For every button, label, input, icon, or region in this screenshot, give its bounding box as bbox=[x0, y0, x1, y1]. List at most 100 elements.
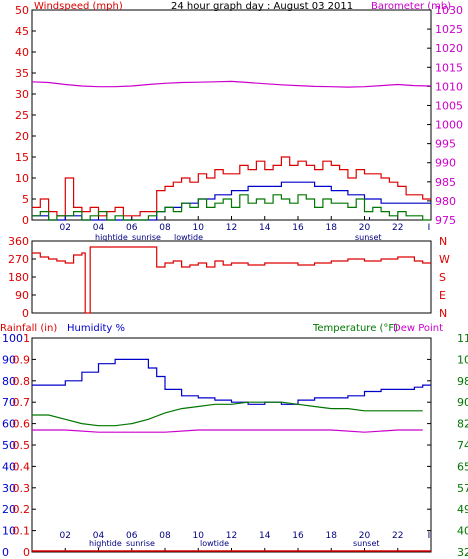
lowtide-label-lower: lowtide bbox=[200, 539, 229, 548]
dir-ytick-label-270: 270 bbox=[8, 253, 29, 266]
rain-ytick-label-4: 0.4 bbox=[13, 460, 31, 473]
sunset-label-lower: sunset bbox=[353, 539, 380, 548]
wind-xtick-label-08: 08 bbox=[159, 223, 171, 233]
temp-xtick-label-12: 12 bbox=[226, 531, 237, 541]
wind-xtick-label-04: 04 bbox=[93, 223, 105, 233]
baro-ytick-label-995: 995 bbox=[435, 138, 456, 151]
series-dewpoint-line bbox=[32, 429, 423, 433]
temp-ytick-label-98: 98 bbox=[457, 375, 468, 388]
rain-ytick-label-5: 0.5 bbox=[13, 439, 31, 452]
sunrise-label: sunrise bbox=[132, 233, 161, 242]
dir-ytick-label-0: 0 bbox=[22, 307, 29, 320]
hum-ytick-label-70: 70 bbox=[2, 396, 16, 409]
temp-ytick-label-74: 74 bbox=[457, 439, 468, 452]
rain-ytick-label-6: 0.6 bbox=[13, 418, 31, 431]
chart-title: 24 hour graph day : August 03 2011 bbox=[171, 1, 353, 12]
temp-ytick-label-107: 107 bbox=[457, 353, 468, 366]
baro-ytick-label-1005: 1005 bbox=[435, 99, 463, 112]
wind-xtick-label-22: 22 bbox=[392, 223, 403, 233]
hum-ytick-label-40: 40 bbox=[2, 460, 16, 473]
dir-ytick-label-180: 180 bbox=[8, 271, 29, 284]
wind-ytick-label-40: 40 bbox=[15, 46, 29, 59]
temp-ytick-label-57: 57 bbox=[457, 482, 468, 495]
temp-xtick-label-04: 04 bbox=[93, 531, 105, 541]
temp-ytick-label-65: 65 bbox=[457, 460, 468, 473]
temp-ytick-label-82: 82 bbox=[457, 418, 468, 431]
wind-ytick-label-20: 20 bbox=[15, 130, 29, 143]
series-baro-line bbox=[31, 80, 432, 88]
temp-ytick-label-115: 115 bbox=[457, 332, 468, 345]
temp-xtick-label-06: 06 bbox=[126, 531, 138, 541]
baro-ytick-label-990: 990 bbox=[435, 157, 456, 170]
wind-ytick-label-30: 30 bbox=[15, 88, 29, 101]
temp-xtick-label-16: 16 bbox=[292, 531, 304, 541]
hum-ytick-label-90: 90 bbox=[2, 353, 16, 366]
baro-ytick-label-1000: 1000 bbox=[435, 119, 463, 132]
baro-ytick-label-975: 975 bbox=[435, 214, 456, 227]
wind-ytick-label-15: 15 bbox=[15, 151, 29, 164]
dir-compass-label-2: S bbox=[439, 271, 446, 284]
dir-ytick-label-360: 360 bbox=[8, 235, 29, 248]
hum-ytick-label-30: 30 bbox=[2, 482, 16, 495]
wind-ytick-label-45: 45 bbox=[15, 25, 29, 38]
baro-ytick-label-1015: 1015 bbox=[435, 61, 463, 74]
dir-ytick-label-90: 90 bbox=[15, 289, 29, 302]
rain-axis-title: Rainfall (in) bbox=[0, 323, 57, 334]
wind-xtick-label-18: 18 bbox=[326, 223, 338, 233]
sunset-label: sunset bbox=[355, 233, 382, 242]
temp-xtick-label-08: 08 bbox=[159, 531, 171, 541]
temp-xtick-label-10: 10 bbox=[193, 531, 205, 541]
wind-xtick-label-12: 12 bbox=[226, 223, 237, 233]
series-avg-line bbox=[32, 194, 431, 221]
rain-ytick-label-2: 0.2 bbox=[13, 503, 31, 516]
hum-ytick-label-50: 50 bbox=[2, 439, 16, 452]
wind-xtick-end-label: I bbox=[428, 223, 431, 233]
baro-ytick-label-1010: 1010 bbox=[435, 80, 463, 93]
temp-xtick-label-22: 22 bbox=[392, 531, 403, 541]
rain-ytick-label-10: 1 bbox=[23, 332, 30, 345]
rain-ytick-label-8: 0.8 bbox=[13, 375, 31, 388]
dir-compass-label-4: N bbox=[439, 235, 447, 248]
temp-ytick-label-90: 90 bbox=[457, 396, 468, 409]
wind-axis-title: Windspeed (mph) bbox=[34, 1, 123, 12]
hum-ytick-label-80: 80 bbox=[2, 375, 16, 388]
temp-xtick-label-02: 02 bbox=[60, 531, 71, 541]
hum-ytick-label-100: 100 bbox=[2, 332, 23, 345]
wind-ytick-label-35: 35 bbox=[15, 67, 29, 80]
rain-ytick-label-9: 0.9 bbox=[13, 353, 31, 366]
series-temperature-line bbox=[32, 401, 423, 427]
series-direction-line bbox=[32, 246, 431, 314]
temperature-axis-title: Temperature (°F) bbox=[312, 323, 398, 334]
wind-ytick-label-50: 50 bbox=[15, 4, 29, 17]
wind-ytick-label-25: 25 bbox=[15, 109, 29, 122]
chart-marks: 0510152025303540455097598098599099510001… bbox=[2, 4, 468, 559]
wind-xtick-label-06: 06 bbox=[126, 223, 138, 233]
dir-compass-label-1: E bbox=[439, 289, 446, 302]
dir-compass-label-3: W bbox=[439, 253, 450, 266]
wind-xtick-label-14: 14 bbox=[259, 223, 271, 233]
hum-ytick-label-60: 60 bbox=[2, 418, 16, 431]
rain-ytick-label-7: 0.7 bbox=[13, 396, 31, 409]
temp-ytick-label-40: 40 bbox=[457, 525, 468, 538]
sunrise-label-lower: sunrise bbox=[126, 539, 155, 548]
baro-ytick-label-1030: 1030 bbox=[435, 4, 463, 17]
baro-ytick-label-985: 985 bbox=[435, 176, 456, 189]
temp-ytick-label-49: 49 bbox=[457, 503, 468, 516]
temp-xtick-end-label: I bbox=[428, 531, 431, 541]
hightide-label-lower: hightide bbox=[89, 539, 122, 548]
wind-xtick-label-20: 20 bbox=[359, 223, 371, 233]
temp-xtick-label-18: 18 bbox=[326, 531, 338, 541]
humidity-axis-title: Humidity % bbox=[67, 323, 125, 334]
wind-xtick-label-10: 10 bbox=[193, 223, 205, 233]
hum-ytick-label-10: 10 bbox=[2, 525, 16, 538]
wind-ytick-label-10: 10 bbox=[15, 172, 29, 185]
lowtide-label: lowtide bbox=[174, 233, 203, 242]
wind-xtick-label-02: 02 bbox=[60, 223, 71, 233]
hum-ytick-label-0: 0 bbox=[2, 546, 9, 559]
rain-ytick-label-1: 0.1 bbox=[13, 525, 31, 538]
series-humidity-line bbox=[32, 358, 431, 405]
rain-ytick-label-0: 0 bbox=[23, 546, 30, 559]
baro-ytick-label-1025: 1025 bbox=[435, 23, 463, 36]
